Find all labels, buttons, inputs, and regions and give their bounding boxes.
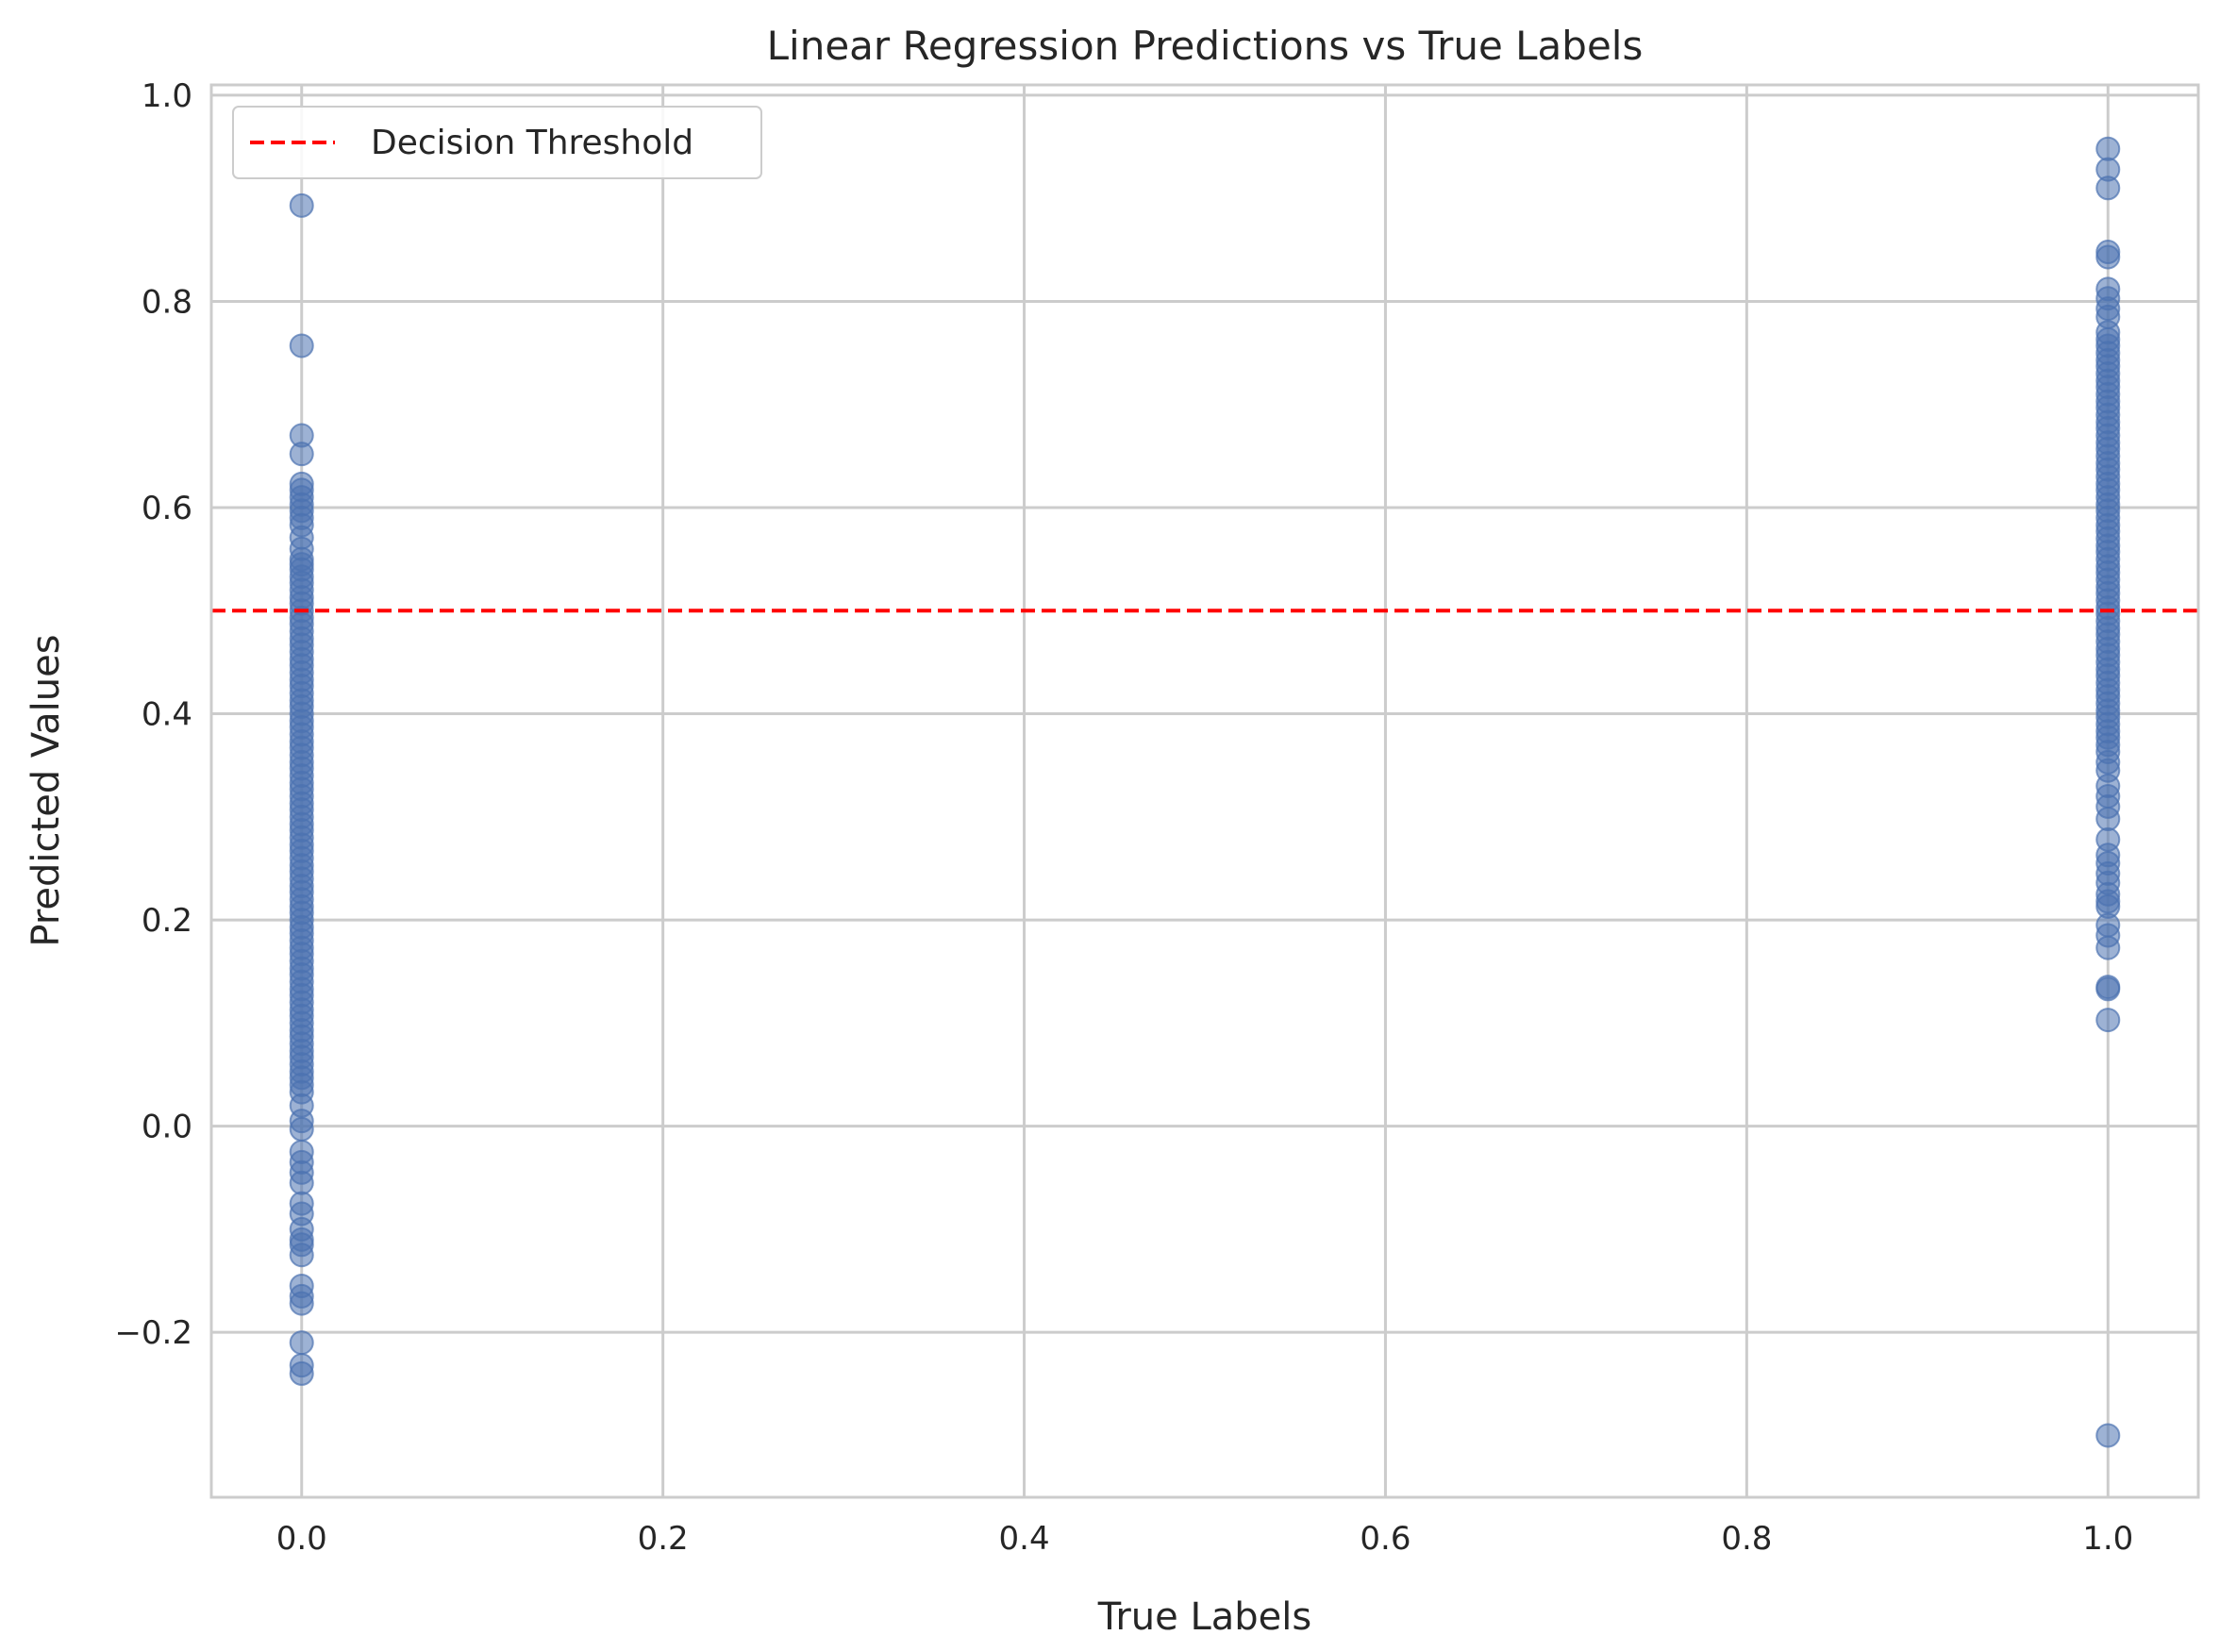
legend: Decision Threshold <box>232 106 762 179</box>
chart-title: Linear Regression Predictions vs True La… <box>767 23 1644 69</box>
data-point <box>289 1243 314 1268</box>
data-point <box>2095 976 2121 1002</box>
data-point <box>2095 175 2121 201</box>
data-point <box>2095 807 2121 832</box>
y-tick-label: 0.6 <box>142 490 192 527</box>
data-point <box>2095 136 2121 161</box>
data-point <box>289 1116 314 1142</box>
data-point <box>289 1360 314 1386</box>
y-tick-label: 0.4 <box>142 696 192 734</box>
data-points <box>289 136 2121 1448</box>
data-point <box>289 1330 314 1356</box>
data-point <box>289 192 314 218</box>
x-tick-label: 1.0 <box>2082 1520 2133 1558</box>
y-tick-labels: −0.2 0.0 0.2 0.4 0.6 0.8 1.0 <box>114 77 192 1352</box>
x-tick-label: 0.2 <box>638 1520 689 1558</box>
y-tick-label: 0.8 <box>142 283 192 321</box>
data-point <box>289 1291 314 1316</box>
y-tick-label: 0.2 <box>142 902 192 940</box>
x-tick-label: 0.8 <box>1721 1520 1772 1558</box>
x-tick-label: 0.0 <box>276 1520 327 1558</box>
y-tick-label: 0.0 <box>142 1109 192 1146</box>
y-tick-label: −0.2 <box>114 1314 192 1352</box>
data-point <box>289 1170 314 1195</box>
data-point <box>289 333 314 359</box>
data-point <box>289 442 314 467</box>
x-tick-label: 0.4 <box>999 1520 1050 1558</box>
x-tick-labels: 0.0 0.2 0.4 0.6 0.8 1.0 <box>276 1520 2134 1558</box>
y-axis-label: Predicted Values <box>25 634 68 946</box>
y-tick-label: 1.0 <box>142 77 192 115</box>
legend-threshold-label: Decision Threshold <box>371 124 693 162</box>
x-tick-label: 0.6 <box>1360 1520 1410 1558</box>
data-point <box>2095 935 2121 960</box>
legend-box <box>232 106 762 179</box>
x-axis-label: True Labels <box>1097 1595 1311 1639</box>
data-point <box>2095 1008 2121 1033</box>
data-point <box>2095 244 2121 270</box>
plot-frame <box>209 83 2200 1499</box>
data-point <box>2095 1423 2121 1448</box>
